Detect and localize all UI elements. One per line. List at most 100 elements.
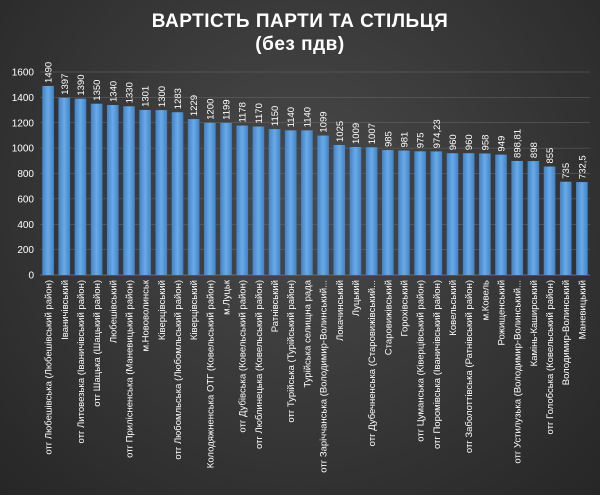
bar	[220, 122, 232, 275]
bar-value-label: 1140	[302, 107, 313, 127]
chart-subtitle: (без пдв)	[255, 34, 345, 55]
category-label: отг Заріччанська (Володимир-Волинський..…	[319, 280, 330, 473]
category-label: отг Дубівська (Ковельський район)	[238, 280, 249, 433]
bar	[90, 103, 103, 275]
y-tick-label: 1400	[12, 93, 35, 104]
category-label: Рожищенський	[497, 280, 508, 345]
bar-value-label: 735	[561, 163, 572, 179]
bar	[58, 97, 71, 276]
bar	[365, 147, 378, 275]
bar-value-label: 1199	[222, 99, 233, 119]
value-labels: 1490 1397 1390 1350 1340 1330 1301 1300 1283 1229…	[44, 62, 589, 179]
bar	[317, 135, 329, 275]
bar	[527, 161, 540, 275]
category-label: м.Ковель	[480, 280, 491, 320]
bar-value-label: 1397	[60, 74, 71, 95]
bar-value-label: 985	[383, 131, 394, 147]
category-label: отг Литовезька (Іваничівський район)	[76, 280, 87, 443]
y-tick-label: 200	[17, 245, 34, 256]
y-tick-label: 400	[17, 220, 34, 231]
bar-value-label: 898,81	[513, 129, 524, 158]
bar-value-label: 898	[529, 142, 540, 158]
category-label: отг Голобська (Ковельський район)	[545, 280, 556, 434]
bar	[236, 125, 249, 275]
bar	[414, 151, 426, 275]
category-label: Старовижівський	[383, 280, 394, 355]
bar-value-label: 1340	[108, 81, 119, 102]
bar-value-label: 732,5	[577, 155, 588, 179]
bar	[462, 153, 475, 275]
category-label: отг Любешівська (Любешівський район)	[44, 280, 55, 455]
bar	[252, 126, 265, 276]
category-label: отг Любомльська (Любомльський район)	[173, 280, 184, 460]
y-tick-label: 600	[17, 194, 34, 205]
bar-value-label: 1025	[335, 121, 346, 142]
category-label: Любешівський	[108, 280, 119, 343]
category-label: м.Луцьк	[222, 279, 233, 315]
bar-value-label: 1170	[254, 103, 265, 123]
bar	[559, 181, 572, 275]
chart-title: ВАРТІСТЬ ПАРТИ ТА СТІЛЬЦЯ	[151, 11, 449, 32]
bar	[301, 130, 313, 275]
category-label: отг Устилузька (Володимир-Волинський...	[513, 280, 524, 464]
bar	[187, 119, 200, 276]
bar	[333, 144, 346, 275]
category-label: Маневицький	[577, 280, 588, 339]
bar-value-label: 855	[545, 148, 556, 164]
y-tick-label: 1000	[12, 144, 35, 155]
bar-value-label: 960	[448, 134, 459, 150]
bar-value-label: 949	[497, 136, 508, 152]
category-label: Ківерцівський	[189, 280, 200, 340]
y-axis-ticks: 0 200 400 600 800 1000 1200 1400 1600	[12, 68, 35, 282]
category-label: м.Нововолинськ	[141, 279, 152, 351]
bar	[381, 150, 394, 275]
category-label: отг Люблинецька (Ковельський район)	[254, 280, 265, 449]
bar	[139, 109, 151, 275]
bar-value-label: 981	[399, 132, 410, 148]
y-tick-label: 0	[28, 271, 34, 282]
bar-value-label: 1200	[205, 99, 216, 120]
bar-value-label: 1099	[319, 111, 330, 132]
category-label: Володимир-Волинський	[561, 280, 572, 385]
category-label: Локачинський	[335, 280, 346, 341]
bar	[349, 146, 362, 275]
bar-value-label: 1330	[124, 82, 135, 103]
bar-value-label: 1283	[173, 88, 184, 109]
category-label: Іваничівський	[60, 280, 71, 340]
bar	[446, 153, 459, 275]
bar	[42, 85, 54, 275]
bar-value-label: 1229	[189, 95, 200, 116]
category-label: Ківерцівський	[157, 280, 168, 340]
bar-value-label: 1140	[286, 107, 297, 127]
bar-value-label: 1007	[367, 123, 378, 144]
y-tick-label: 800	[17, 169, 34, 180]
bar	[123, 106, 135, 275]
category-label: Колодяжненська ОТГ (Ковельський район)	[205, 280, 216, 468]
bars	[42, 85, 588, 276]
bar	[479, 153, 491, 275]
bar-value-label: 1301	[141, 86, 152, 107]
y-tick-label: 1600	[12, 68, 35, 79]
category-label: отг Прилісненська (Маневицький район)	[124, 280, 135, 458]
bar	[171, 112, 184, 275]
bar-value-label: 1350	[92, 80, 103, 101]
bar	[543, 166, 556, 275]
bar-value-label: 1009	[351, 123, 362, 144]
bar	[204, 122, 216, 275]
bar-value-label: 960	[464, 134, 475, 150]
category-label: отг Цуманська (Ківерцівський район)	[416, 280, 427, 442]
bar-value-label: 1178	[238, 102, 249, 122]
bar	[511, 160, 524, 275]
category-label: Ковельський	[448, 280, 459, 336]
category-label: отг Дубечненська (Старовижівський...	[367, 280, 378, 446]
bar	[268, 129, 281, 275]
category-label: Камінь-Каширський	[529, 280, 540, 366]
bar-value-label: 1390	[76, 75, 87, 96]
bar-value-label: 958	[480, 135, 491, 151]
bar	[576, 182, 588, 275]
bar-value-label: 975	[416, 132, 427, 148]
bar	[398, 150, 410, 275]
category-label: Ратнівський	[270, 280, 281, 332]
bar-value-label: 1150	[270, 106, 281, 126]
